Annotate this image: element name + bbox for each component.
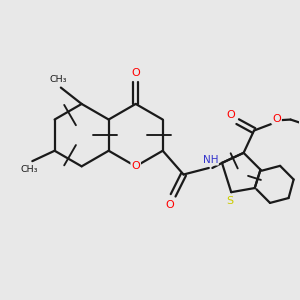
Text: O: O [227,110,236,120]
Text: CH₃: CH₃ [21,165,38,174]
Text: CH₃: CH₃ [49,75,67,84]
Text: NH: NH [202,155,218,165]
Text: S: S [226,196,233,206]
Text: O: O [165,200,174,210]
Text: O: O [272,114,281,124]
Text: O: O [131,161,140,171]
Text: O: O [131,68,140,78]
